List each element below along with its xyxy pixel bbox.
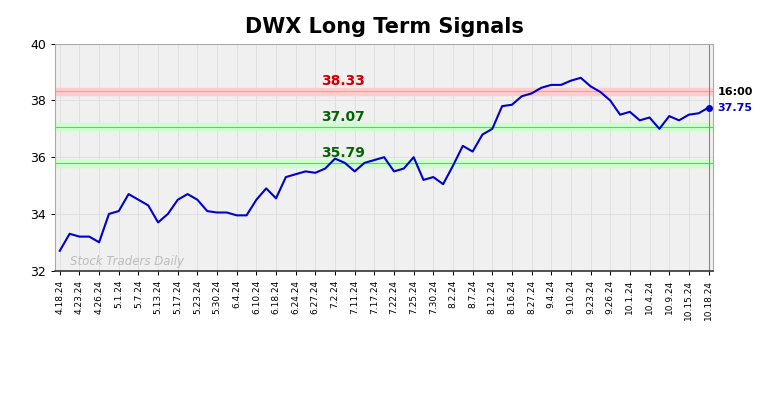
Bar	[55, 88, 713, 95]
Bar	[55, 160, 713, 167]
Text: 38.33: 38.33	[321, 74, 365, 88]
Bar	[55, 123, 713, 130]
Text: 35.79: 35.79	[321, 146, 365, 160]
Text: Stock Traders Daily: Stock Traders Daily	[70, 255, 183, 268]
Text: 37.75: 37.75	[717, 103, 753, 113]
Text: 37.07: 37.07	[321, 110, 365, 124]
Text: 16:00: 16:00	[717, 87, 753, 97]
Title: DWX Long Term Signals: DWX Long Term Signals	[245, 17, 524, 37]
